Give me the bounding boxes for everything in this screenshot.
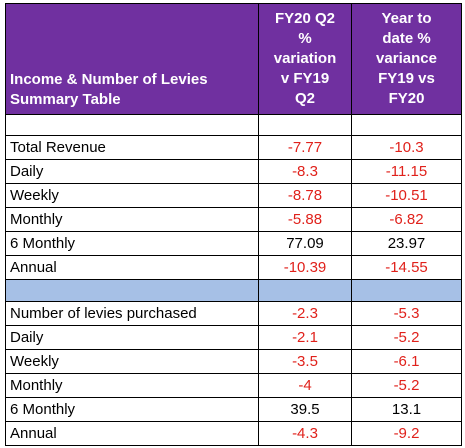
q2-header-line: % xyxy=(298,30,312,47)
row-label: Annual xyxy=(5,255,259,280)
q2-variation-header: FY20 Q2% variation v FY19 Q2 xyxy=(258,3,352,115)
ytd-value: -5.2 xyxy=(351,373,462,398)
table-row: Weekly -8.78 -10.51 xyxy=(5,183,462,208)
ytd-value: -10.3 xyxy=(351,135,462,160)
table-row: Number of levies purchased -2.3 -5.3 xyxy=(5,301,462,326)
row-label: Weekly xyxy=(5,349,259,374)
table-row: 6 Monthly 39.5 13.1 xyxy=(5,397,462,422)
ytd-header-line: FY19 vs xyxy=(378,70,435,87)
q2-header-line: v FY19 xyxy=(280,70,330,87)
ytd-header-line: FY20 xyxy=(388,90,425,107)
ytd-value: 23.97 xyxy=(351,231,462,256)
table-row: Annual -10.39 -14.55 xyxy=(5,255,462,280)
q2-value: -3.5 xyxy=(258,349,352,374)
table-title-line-2: Summary Table xyxy=(10,91,121,108)
q2-header-line: variation xyxy=(273,50,337,67)
blank-cell xyxy=(258,114,352,136)
q2-value: -2.3 xyxy=(258,301,352,326)
ytd-header-line: variance xyxy=(376,50,437,67)
q2-value: -8.3 xyxy=(258,159,352,184)
blank-cell xyxy=(351,114,462,136)
q2-value: -2.1 xyxy=(258,325,352,350)
ytd-variance-header: Year to date % variance FY19 vs FY20 xyxy=(351,3,462,115)
table-row: Monthly -5.88 -6.82 xyxy=(5,207,462,232)
q2-value: -5.88 xyxy=(258,207,352,232)
table-row: 6 Monthly 77.09 23.97 xyxy=(5,231,462,256)
table-row: Annual -4.3 -9.2 xyxy=(5,421,462,446)
table-title: Income & Number of Levies Summary Table xyxy=(5,3,259,115)
separator-cell xyxy=(5,279,259,302)
ytd-value: -10.51 xyxy=(351,183,462,208)
q2-value: -10.39 xyxy=(258,255,352,280)
table-row: Weekly -3.5 -6.1 xyxy=(5,349,462,374)
ytd-header-line: date % xyxy=(382,30,431,47)
separator-cell xyxy=(351,279,462,302)
header-row: Income & Number of Levies Summary Table F… xyxy=(5,3,462,115)
ytd-value: -6.82 xyxy=(351,207,462,232)
row-label: Total Revenue xyxy=(5,135,259,160)
ytd-value: -14.55 xyxy=(351,255,462,280)
q2-value: -4 xyxy=(258,373,352,398)
summary-table: Income & Number of Levies Summary Table F… xyxy=(5,3,462,446)
separator-row xyxy=(5,279,462,302)
ytd-value: -5.2 xyxy=(351,325,462,350)
q2-value: -8.78 xyxy=(258,183,352,208)
ytd-value: -9.2 xyxy=(351,421,462,446)
q2-value: 39.5 xyxy=(258,397,352,422)
blank-row xyxy=(5,114,462,136)
ytd-value: -5.3 xyxy=(351,301,462,326)
q2-value: -4.3 xyxy=(258,421,352,446)
row-label: Annual xyxy=(5,421,259,446)
blank-cell xyxy=(5,114,259,136)
row-label: Monthly xyxy=(5,373,259,398)
ytd-header-line: Year to xyxy=(381,10,432,27)
separator-cell xyxy=(258,279,352,302)
row-label: Weekly xyxy=(5,183,259,208)
row-label: Number of levies purchased xyxy=(5,301,259,326)
q2-value: 77.09 xyxy=(258,231,352,256)
row-label: 6 Monthly xyxy=(5,397,259,422)
row-label: Daily xyxy=(5,325,259,350)
q2-header-line: Q2 xyxy=(294,90,315,107)
table-row: Daily -8.3 -11.15 xyxy=(5,159,462,184)
q2-value: -7.77 xyxy=(258,135,352,160)
table-row: Daily -2.1 -5.2 xyxy=(5,325,462,350)
ytd-value: -11.15 xyxy=(351,159,462,184)
ytd-value: 13.1 xyxy=(351,397,462,422)
q2-header-line: FY20 Q2 xyxy=(274,10,336,27)
row-label: Monthly xyxy=(5,207,259,232)
table-row: Monthly -4 -5.2 xyxy=(5,373,462,398)
row-label: Daily xyxy=(5,159,259,184)
table-title-line-1: Income & Number of Levies xyxy=(10,71,208,88)
ytd-value: -6.1 xyxy=(351,349,462,374)
table-row: Total Revenue -7.77 -10.3 xyxy=(5,135,462,160)
row-label: 6 Monthly xyxy=(5,231,259,256)
